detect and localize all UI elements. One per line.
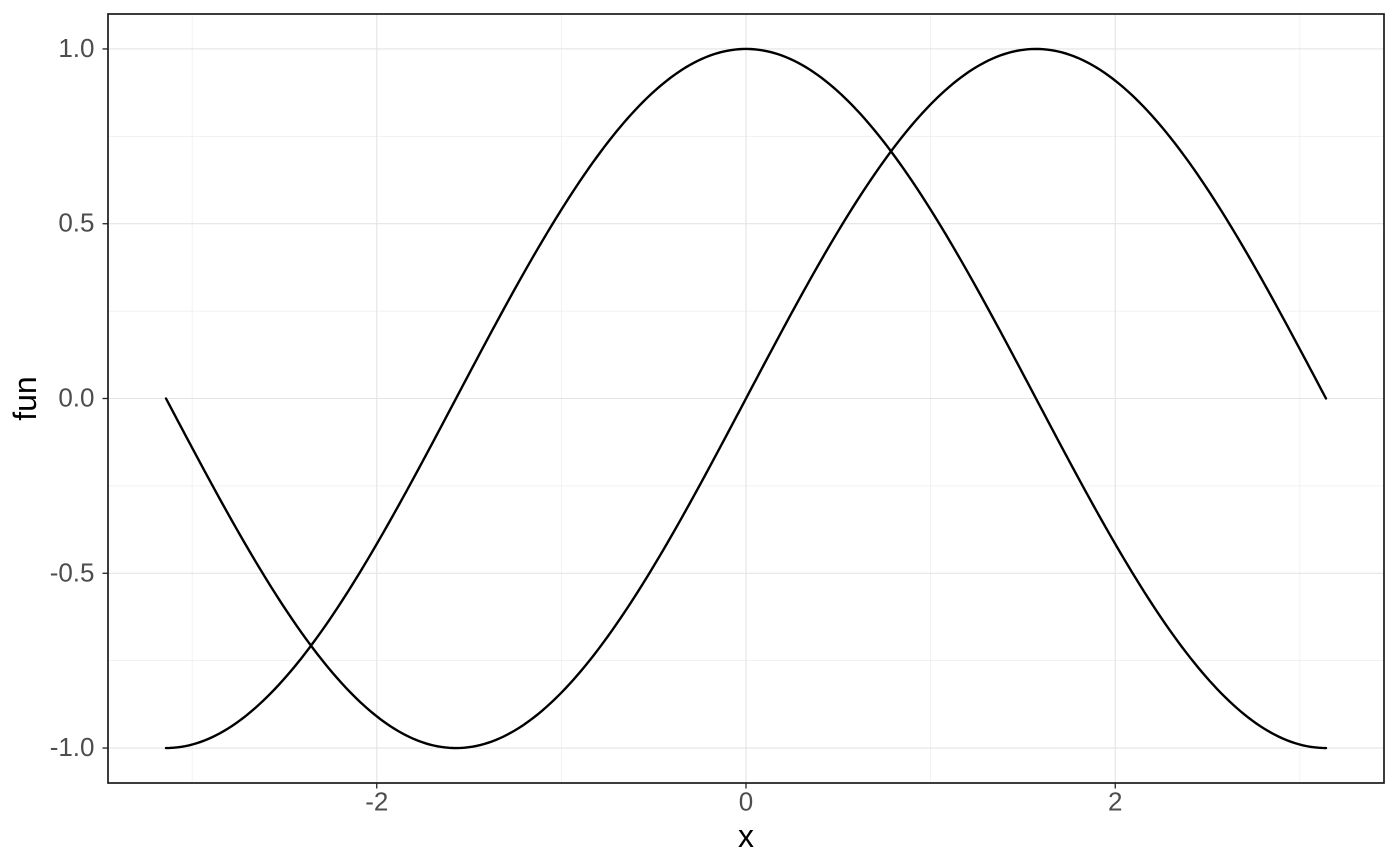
svg-text:-0.5: -0.5 — [50, 557, 95, 587]
svg-text:1.0: 1.0 — [58, 33, 94, 63]
svg-text:0.0: 0.0 — [58, 383, 94, 413]
svg-text:2: 2 — [1108, 787, 1122, 817]
svg-text:-2: -2 — [365, 787, 388, 817]
svg-text:fun: fun — [7, 376, 43, 420]
svg-text:x: x — [738, 818, 754, 854]
svg-text:-1.0: -1.0 — [50, 732, 95, 762]
svg-text:0.5: 0.5 — [58, 208, 94, 238]
svg-text:0: 0 — [739, 787, 753, 817]
